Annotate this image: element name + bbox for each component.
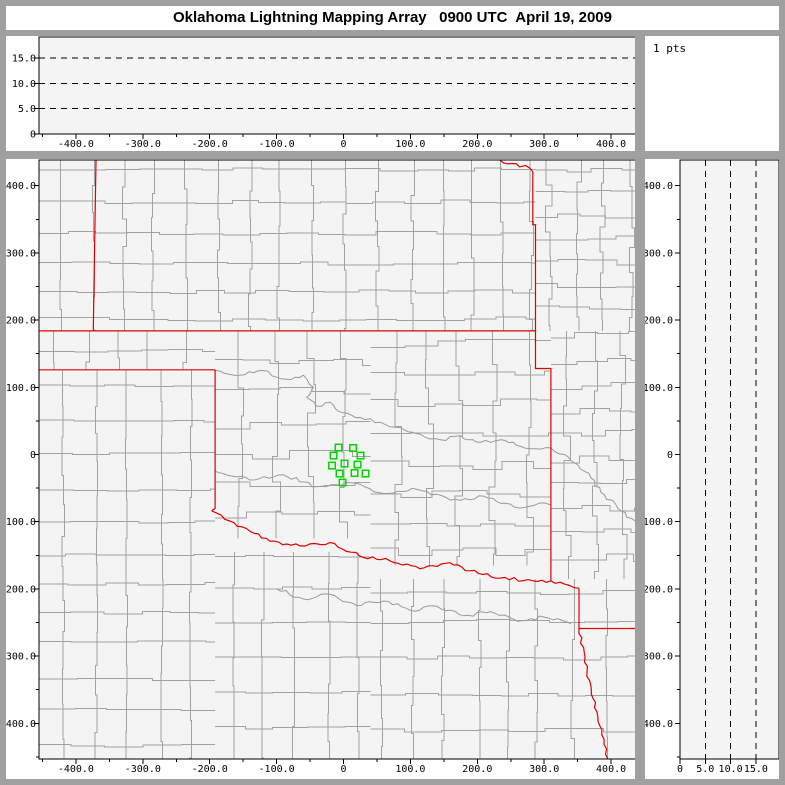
altitude-north-south-plot: 400.0 300.0 200.0 100.0 0 -100.0 -200.0 -300.0 -… bbox=[645, 159, 779, 775]
map-y-tick-label: 0 bbox=[30, 450, 36, 461]
ns-y-tick-label: 400.0 bbox=[645, 181, 673, 192]
state-borders bbox=[39, 160, 635, 759]
ns-y-tick-label: 0 bbox=[667, 450, 673, 461]
altitude-east-west-plot: 0 5.0 10.0 15.0 -400.0 -300.0 -200.0 -100.0 0 100… bbox=[12, 36, 635, 150]
ew-y-tick-label: 15.0 bbox=[12, 54, 36, 65]
ew-x-tick-label: -300.0 bbox=[125, 139, 161, 150]
lma-station-marker bbox=[340, 459, 349, 468]
state-border-missouri-arkansas-west bbox=[532, 171, 552, 581]
ns-axis-ticks: 400.0 300.0 200.0 100.0 0 -100.0 -200.0 -300.0 -… bbox=[645, 181, 768, 775]
source-counter-panel: 1 pts bbox=[645, 36, 779, 151]
map-x-tick-label: 400.0 bbox=[596, 764, 626, 775]
ns-x-tick-label: 10.0 bbox=[719, 764, 743, 775]
ew-x-tick-label: -200.0 bbox=[192, 139, 228, 150]
ns-y-tick-label: -300.0 bbox=[645, 652, 673, 663]
river-arkansas-lower bbox=[550, 447, 635, 522]
map-x-tick-label: -100.0 bbox=[259, 764, 295, 775]
state-border-colorado-kansas bbox=[92, 160, 97, 331]
map-x-tick-label: 200.0 bbox=[462, 764, 492, 775]
map-x-tick-label: -200.0 bbox=[192, 764, 228, 775]
ns-x-tick-label: 5.0 bbox=[696, 764, 714, 775]
county-boundaries bbox=[39, 160, 635, 759]
map-x-tick-label: 300.0 bbox=[529, 764, 559, 775]
plan-view-map-plot: -400.0 -300.0 -200.0 -100.0 0 100.0 200.0 300.0… bbox=[6, 159, 635, 775]
map-y-tick-label: -400.0 bbox=[6, 719, 36, 730]
map-y-tick-label: -200.0 bbox=[6, 584, 36, 595]
ns-y-tick-label: -400.0 bbox=[645, 719, 673, 730]
plan-view-map-panel: -400.0 -300.0 -200.0 -100.0 0 100.0 200.0 300.0… bbox=[6, 159, 635, 779]
altitude-north-south-panel: 400.0 300.0 200.0 100.0 0 -100.0 -200.0 -300.0 -… bbox=[645, 159, 779, 779]
map-y-tick-label: -100.0 bbox=[6, 517, 36, 528]
lma-stations bbox=[328, 443, 370, 487]
map-x-tick-label: -400.0 bbox=[58, 764, 94, 775]
lma-station-marker bbox=[356, 451, 365, 460]
ew-x-tick-label: 100.0 bbox=[395, 139, 425, 150]
altitude-east-west-panel: 0 5.0 10.0 15.0 -400.0 -300.0 -200.0 -100.0 0 100… bbox=[6, 36, 635, 151]
ew-x-tick-label: 400.0 bbox=[596, 139, 626, 150]
lma-station-marker bbox=[361, 469, 370, 478]
ns-y-tick-label: 100.0 bbox=[645, 383, 673, 394]
state-border-red-river bbox=[211, 510, 580, 589]
river-lines bbox=[214, 369, 635, 625]
river-canadian bbox=[214, 470, 552, 509]
source-count-label: 1 pts bbox=[653, 42, 687, 55]
ew-x-tick-label: 300.0 bbox=[529, 139, 559, 150]
lma-station-marker bbox=[338, 478, 347, 487]
map-y-tick-label: 100.0 bbox=[6, 383, 36, 394]
state-border-sabine-texas-louisiana bbox=[578, 628, 609, 759]
lma-station-marker bbox=[349, 444, 358, 453]
ns-y-tick-label: -200.0 bbox=[645, 584, 673, 595]
map-x-tick-label: 0 bbox=[340, 764, 346, 775]
map-y-tick-label: 400.0 bbox=[6, 181, 36, 192]
ew-x-tick-label: -100.0 bbox=[259, 139, 295, 150]
map-axis-ticks: -400.0 -300.0 -200.0 -100.0 0 100.0 200.0 300.0… bbox=[6, 181, 626, 775]
ew-y-tick-label: 0 bbox=[30, 130, 36, 141]
ew-x-tick-label: 0 bbox=[340, 139, 346, 150]
ns-x-tick-label: 15.0 bbox=[744, 764, 768, 775]
ew-x-tick-label: -400.0 bbox=[58, 139, 94, 150]
lma-station-marker bbox=[334, 443, 343, 452]
state-border-texas-oklahoma-100W bbox=[211, 369, 216, 512]
map-x-tick-label: -300.0 bbox=[125, 764, 161, 775]
state-border-missouri-river bbox=[499, 160, 534, 172]
map-y-tick-label: 300.0 bbox=[6, 248, 36, 259]
ew-y-tick-label: 5.0 bbox=[18, 104, 36, 115]
page-title: Oklahoma Lightning Mapping Array 0900 UT… bbox=[6, 6, 779, 30]
ew-y-tick-label: 10.0 bbox=[12, 79, 36, 90]
ns-y-tick-label: -100.0 bbox=[645, 517, 673, 528]
lma-station-marker bbox=[350, 469, 359, 478]
ew-axis-ticks: 0 5.0 10.0 15.0 -400.0 -300.0 -200.0 -100.0 0 100… bbox=[12, 54, 626, 150]
ew-x-tick-label: 200.0 bbox=[462, 139, 492, 150]
ns-y-tick-label: 200.0 bbox=[645, 316, 673, 327]
map-y-tick-label: 200.0 bbox=[6, 316, 36, 327]
lma-station-marker bbox=[329, 451, 338, 460]
ns-x-tick-label: 0 bbox=[677, 764, 683, 775]
lma-station-marker bbox=[328, 461, 337, 470]
map-y-tick-label: -300.0 bbox=[6, 652, 36, 663]
lma-station-marker bbox=[335, 469, 344, 478]
ns-y-tick-label: 300.0 bbox=[645, 248, 673, 259]
river-texas-red-tributary bbox=[276, 588, 572, 625]
river-cimarron-arkansas bbox=[215, 369, 551, 450]
map-x-tick-label: 100.0 bbox=[395, 764, 425, 775]
lma-station-marker bbox=[353, 460, 362, 469]
